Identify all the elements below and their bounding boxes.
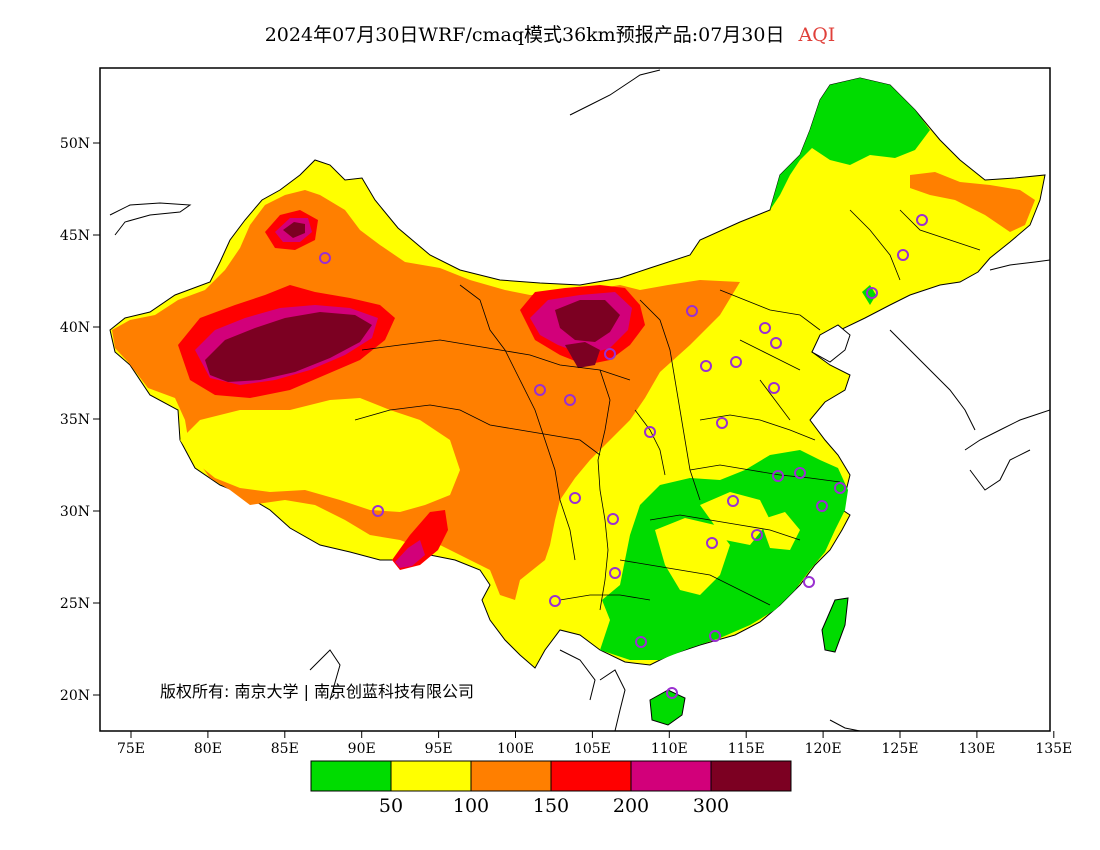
legend-swatch — [310, 760, 392, 792]
green-north — [862, 285, 876, 305]
maroon-dzungaria — [283, 222, 305, 238]
green-northeast — [770, 78, 930, 210]
lon-tick-label: 135E — [1035, 741, 1072, 757]
map-frame — [99, 67, 1051, 732]
aqi-legend: 50 100 150 200 300 — [310, 760, 792, 817]
magenta-south-tibet — [395, 540, 425, 568]
latitude-axis: 50N 45N 40N 35N 30N 25N 20N — [60, 136, 100, 704]
title-variable: AQI — [798, 24, 836, 46]
bohai-sea — [811, 324, 851, 363]
legend-swatch — [390, 760, 472, 792]
lon-tick-label: 100E — [497, 741, 534, 757]
yellow-patch-tibet — [180, 398, 460, 512]
lat-tick-label: 45N — [60, 228, 90, 244]
coastlines — [109, 69, 1050, 731]
lat-tick-label: 30N — [60, 504, 90, 520]
lat-tick-label: 40N — [60, 320, 90, 336]
lon-tick-label: 90E — [348, 741, 376, 757]
legend-swatch — [470, 760, 552, 792]
lon-tick-label: 110E — [651, 741, 688, 757]
taiwan-island — [821, 597, 849, 653]
maroon-alxa — [555, 300, 620, 342]
maroon-tarim — [205, 312, 372, 382]
map-title: 2024年07月30日WRF/cmaq模式36km预报产品:07月30日 AQI — [0, 20, 1100, 47]
lon-tick-label: 95E — [425, 741, 453, 757]
legend-label: 300 — [693, 795, 729, 817]
map-content: 版权所有: 南京大学 | 南京创蓝科技有限公司 — [109, 69, 1050, 731]
yellow-patch-south-3 — [760, 512, 800, 550]
lon-tick-label: 120E — [805, 741, 842, 757]
orange-northeast — [910, 172, 1035, 232]
legend-label: 150 — [533, 795, 569, 817]
lat-tick-label: 35N — [60, 412, 90, 428]
maroon-alxa-2 — [565, 342, 600, 368]
lon-tick-label: 85E — [271, 741, 299, 757]
lon-tick-label: 125E — [882, 741, 919, 757]
longitude-axis: 75E 80E 85E 90E 95E 100E 105E 110E 115E 120E 125E 1… — [117, 731, 1072, 757]
title-main: 2024年07月30日WRF/cmaq模式36km预报产品:07月30日 — [264, 24, 785, 46]
legend-label: 50 — [379, 795, 403, 817]
legend-label: 200 — [613, 795, 649, 817]
legend-label: 100 — [453, 795, 489, 817]
station-markers — [319, 214, 928, 699]
lon-tick-label: 80E — [194, 741, 222, 757]
lat-tick-label: 50N — [60, 136, 90, 152]
lon-tick-label: 105E — [574, 741, 611, 757]
legend-swatch — [550, 760, 632, 792]
lon-tick-label: 75E — [117, 741, 145, 757]
lon-tick-label: 115E — [728, 741, 765, 757]
province-boundaries — [354, 209, 981, 611]
lat-tick-label: 20N — [60, 688, 90, 704]
copyright-text: 版权所有: 南京大学 | 南京创蓝科技有限公司 — [160, 682, 474, 701]
lat-tick-label: 25N — [60, 596, 90, 612]
legend-swatch — [630, 760, 712, 792]
legend-swatch — [710, 760, 792, 792]
lon-tick-label: 130E — [958, 741, 995, 757]
